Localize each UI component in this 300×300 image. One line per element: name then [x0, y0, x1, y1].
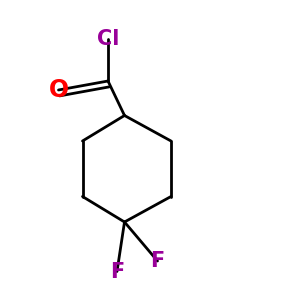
Text: F: F	[150, 251, 165, 271]
Text: Cl: Cl	[97, 29, 119, 49]
Text: O: O	[48, 78, 69, 102]
Text: F: F	[110, 262, 124, 281]
